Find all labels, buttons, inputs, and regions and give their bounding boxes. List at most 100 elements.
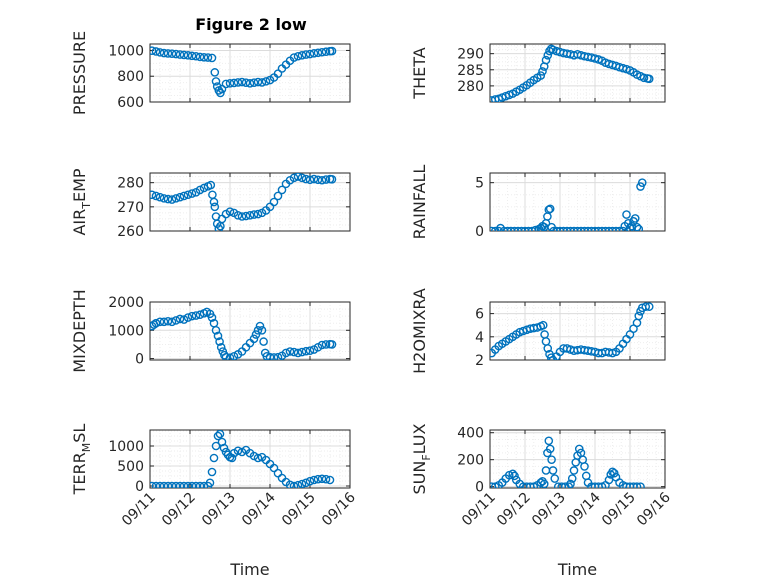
data-point — [233, 210, 243, 220]
data-point — [213, 331, 223, 341]
data-point — [251, 330, 261, 339]
y-tick-label: 800 — [117, 69, 144, 85]
data-point — [305, 49, 315, 59]
data-point — [309, 48, 319, 58]
data-point — [207, 467, 217, 477]
data-point — [150, 481, 157, 488]
data-point — [615, 226, 624, 231]
y-tick-label: 200 — [457, 453, 484, 469]
subplot-rainfall: 0 5 RAINFALL — [410, 165, 666, 240]
data-point — [183, 313, 193, 322]
series-markers — [150, 307, 337, 360]
y-tick-label: 600 — [117, 95, 144, 111]
data-point — [245, 79, 255, 88]
data-point — [277, 185, 287, 195]
data-point — [549, 226, 558, 231]
data-point — [209, 197, 219, 207]
data-point — [538, 67, 547, 76]
data-point — [569, 466, 579, 475]
data-point — [622, 210, 631, 219]
data-point — [627, 221, 637, 231]
x-tick-label: 09/14 — [239, 489, 279, 529]
data-point — [211, 441, 221, 451]
data-point — [155, 317, 165, 327]
data-point — [273, 352, 283, 360]
y-axis-label-part: EMP — [70, 168, 89, 202]
data-point — [543, 50, 553, 60]
data-point — [321, 340, 331, 349]
data-point — [229, 352, 239, 360]
data-point — [183, 481, 193, 488]
axes-frame — [489, 429, 666, 489]
data-point — [167, 481, 177, 488]
data-point — [249, 334, 259, 344]
subplot-h2omixra: 2 4 6 H2OMIXRA — [410, 288, 666, 374]
data-point — [213, 431, 223, 441]
data-point — [301, 174, 311, 184]
data-point — [237, 212, 247, 221]
data-point — [221, 352, 231, 360]
data-point — [175, 192, 185, 202]
data-point — [150, 46, 157, 56]
data-point — [163, 316, 173, 326]
data-point — [151, 318, 161, 328]
data-point — [544, 205, 554, 215]
data-point — [327, 46, 337, 56]
data-point — [227, 453, 237, 463]
data-point — [544, 436, 554, 446]
data-point — [265, 352, 275, 360]
y-tick-label: 0 — [135, 479, 144, 495]
y-axis-label: PRESSURE — [70, 31, 89, 115]
data-point — [205, 478, 215, 488]
series-markers — [490, 178, 647, 231]
x-tick-label: 09/16 — [634, 489, 674, 529]
data-point — [255, 321, 265, 331]
data-point — [211, 325, 221, 335]
data-point — [215, 337, 224, 346]
data-point — [325, 475, 335, 485]
x-tick-label: 09/15 — [599, 490, 639, 530]
data-point — [317, 340, 327, 350]
data-point — [163, 49, 173, 58]
data-point — [215, 430, 225, 439]
data-point — [249, 210, 259, 219]
data-point — [171, 49, 181, 59]
data-point — [257, 78, 267, 87]
data-point — [301, 478, 311, 488]
data-point — [175, 481, 185, 488]
data-point — [574, 444, 584, 454]
data-point — [609, 468, 619, 478]
data-point — [191, 51, 201, 61]
y-tick-label: 2 — [475, 353, 484, 369]
data-point — [604, 475, 614, 485]
y-axis-label: TERRMSL — [70, 424, 93, 496]
axes-frame — [149, 172, 351, 232]
y-axis-label-part: MIXDEPTH — [70, 289, 89, 372]
x-tick-label: 09/15 — [279, 490, 319, 530]
y-axis-label-part: SUN — [410, 461, 429, 495]
subplot-air_temp: 260 270 280 AIRTEMP — [70, 168, 351, 240]
y-tick-label: 4 — [475, 330, 484, 346]
data-point — [253, 209, 263, 219]
data-point — [216, 342, 226, 352]
data-point — [637, 178, 647, 187]
y-tick-label: 280 — [457, 79, 484, 95]
y-axis-label-part: LUX — [410, 423, 429, 454]
series-markers — [150, 430, 335, 488]
x-tick-label: 09/14 — [564, 489, 604, 529]
data-point — [632, 222, 642, 231]
data-point — [257, 325, 267, 335]
axes-frame — [149, 429, 351, 489]
y-axis-label: THETA — [410, 47, 429, 99]
data-point — [221, 79, 231, 89]
data-point — [297, 173, 307, 183]
axes-frame — [149, 301, 351, 361]
data-point — [639, 73, 649, 83]
data-point — [309, 475, 319, 485]
axes-background — [150, 173, 350, 231]
data-point — [317, 47, 327, 57]
data-point — [545, 444, 555, 454]
data-point — [167, 317, 177, 327]
data-point — [233, 446, 243, 456]
data-point — [636, 482, 645, 488]
